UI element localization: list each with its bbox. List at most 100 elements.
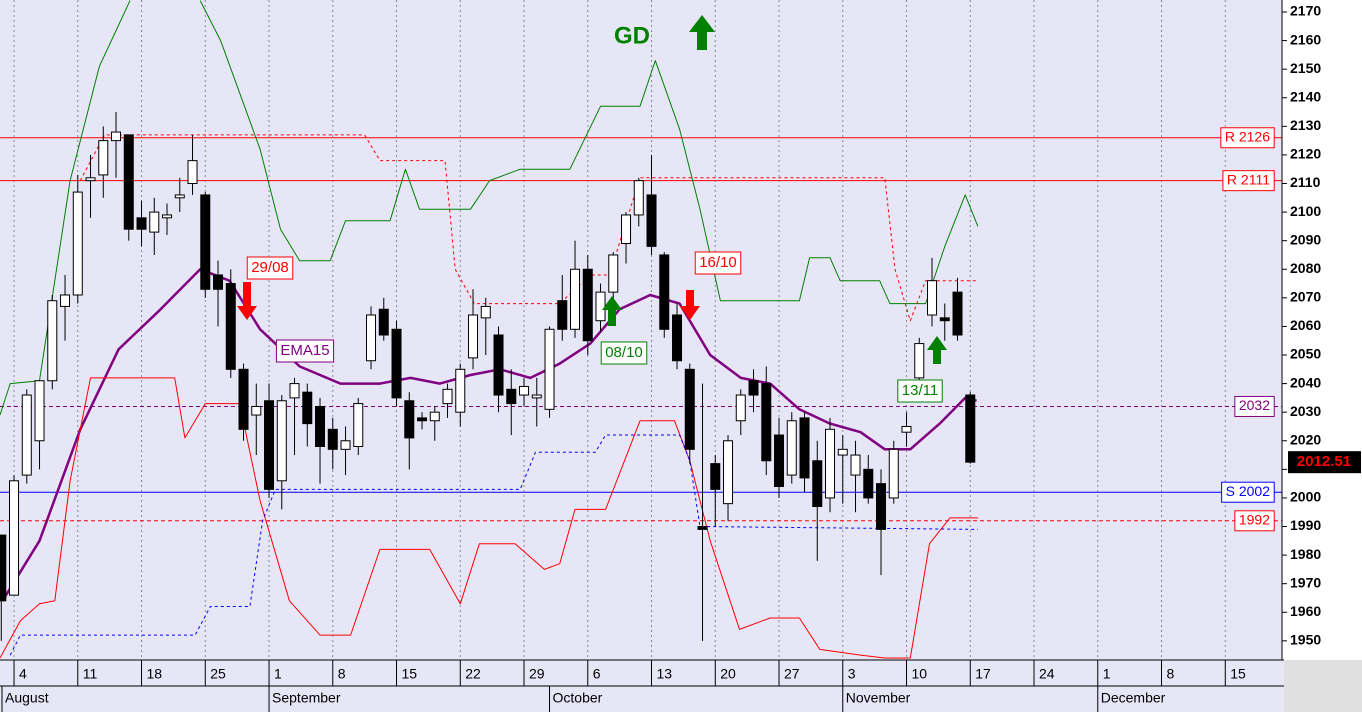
- candle-body: [837, 448, 848, 456]
- signal-title: GD: [614, 22, 650, 49]
- candle-body: [315, 405, 326, 447]
- candle-body: [264, 400, 275, 490]
- x-tick-label: 8: [1167, 666, 1175, 682]
- candle-body: [774, 434, 785, 487]
- y-tick-label: 1990: [1290, 517, 1321, 533]
- candle-body: [684, 368, 695, 450]
- candle-body: [595, 291, 606, 322]
- candle-body: [72, 191, 83, 296]
- candle-body: [442, 388, 453, 405]
- y-tick-label: 2160: [1290, 31, 1321, 47]
- candle-body: [914, 343, 925, 379]
- indicator-line: [9, 434, 978, 656]
- candle-body: [825, 428, 836, 499]
- candle-body: [939, 317, 950, 322]
- level-label-box: [1222, 170, 1275, 192]
- level-label: R 2126: [1225, 128, 1270, 144]
- candle-body: [404, 400, 415, 439]
- candle-body: [506, 388, 517, 405]
- candle-body: [544, 328, 555, 410]
- candle-body: [276, 400, 287, 482]
- y-tick-label: 2000: [1290, 489, 1321, 505]
- level-label-box: [1220, 127, 1275, 149]
- y-tick-label: 2120: [1290, 146, 1321, 162]
- x-tick-label: 29: [529, 666, 545, 682]
- candle-body: [761, 383, 772, 462]
- candle-body: [21, 394, 32, 476]
- x-tick-label: 15: [402, 666, 418, 682]
- y-tick-label: 2150: [1290, 60, 1321, 76]
- x-tick-label: 4: [19, 666, 27, 682]
- month-label: October: [553, 690, 603, 706]
- candle-body: [225, 283, 236, 370]
- x-tick-label: 17: [975, 666, 991, 682]
- x-tick-label: 1: [1103, 666, 1111, 682]
- sell-arrow: [237, 282, 257, 320]
- x-tick-label: 15: [1230, 666, 1246, 682]
- x-tick-label: 1: [274, 666, 282, 682]
- y-tick-label: 2030: [1290, 403, 1321, 419]
- x-tick-label: 10: [912, 666, 928, 682]
- indicator-line: [0, 0, 979, 416]
- candle-body: [391, 328, 402, 399]
- candle-body: [455, 368, 466, 413]
- candle-body: [111, 131, 122, 142]
- last-price-box: [1288, 451, 1361, 474]
- corner: [1284, 660, 1362, 712]
- signal-label: EMA15: [280, 342, 329, 359]
- y-tick-label: 2080: [1290, 260, 1321, 276]
- level-label-box: [1221, 481, 1275, 503]
- candle-body: [353, 403, 364, 447]
- candle-body: [47, 300, 58, 382]
- signal-label-box: [275, 339, 335, 363]
- candle-body: [378, 308, 389, 336]
- candle-body: [531, 394, 542, 399]
- axis-background: [1282, 0, 1362, 712]
- buy-arrow: [689, 15, 715, 50]
- candle-body: [162, 214, 173, 219]
- candle-body: [123, 134, 134, 230]
- candle-body: [863, 468, 874, 499]
- month-label: August: [5, 690, 49, 706]
- candle-body: [786, 420, 797, 476]
- y-tick-label: 2050: [1290, 346, 1321, 362]
- candle-body: [697, 526, 708, 530]
- month-label: November: [846, 690, 911, 706]
- candle-body: [302, 391, 313, 425]
- x-tick-label: 25: [210, 666, 226, 682]
- candle-body: [0, 534, 7, 602]
- candle-body: [901, 425, 912, 433]
- signal-label: 08/10: [605, 344, 643, 361]
- signal-label: 16/10: [699, 254, 737, 271]
- x-tick-label: 24: [1039, 666, 1055, 682]
- candle-body: [85, 177, 96, 182]
- plot-background: [0, 0, 1282, 660]
- candle-body: [570, 268, 581, 330]
- candle-body: [340, 440, 351, 450]
- x-tick-label: 20: [720, 666, 736, 682]
- candles: [0, 112, 976, 641]
- x-tick-label: 18: [147, 666, 163, 682]
- y-tick-label: 2070: [1290, 289, 1321, 305]
- signals: [237, 15, 947, 364]
- y-tick-label: 1980: [1290, 546, 1321, 562]
- level-label: 1992: [1239, 512, 1270, 528]
- candle-body: [735, 394, 746, 422]
- candle-body: [200, 194, 211, 290]
- y-tick-label: 1950: [1290, 632, 1321, 648]
- candle-body: [327, 428, 338, 450]
- candle-body: [646, 194, 657, 247]
- candle-body: [850, 454, 861, 476]
- candle-body: [289, 383, 300, 399]
- candle-body: [9, 480, 20, 596]
- level-label-box: [1234, 510, 1275, 532]
- y-tick-label: 2110: [1290, 174, 1321, 190]
- candle-body: [366, 314, 377, 362]
- candle-body: [723, 440, 734, 505]
- last-price-label: 2012.51: [1297, 453, 1351, 470]
- candle-body: [187, 160, 198, 185]
- candle-body: [582, 268, 593, 342]
- month-label: December: [1101, 690, 1166, 706]
